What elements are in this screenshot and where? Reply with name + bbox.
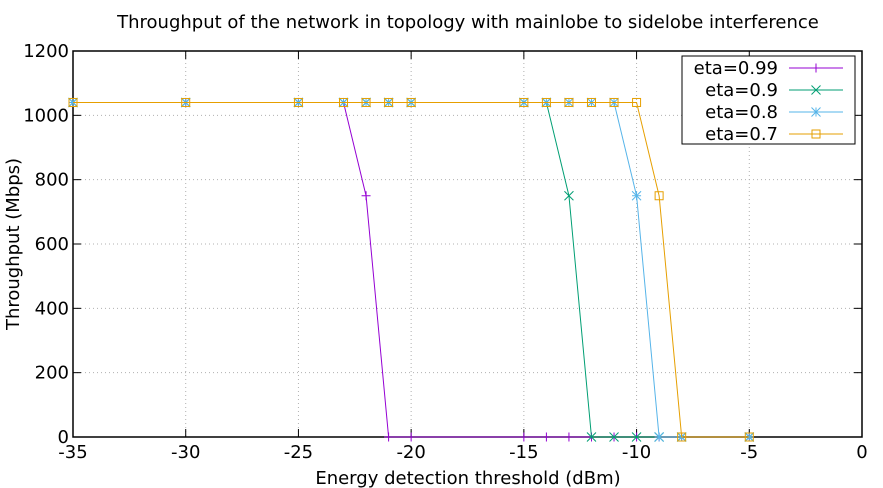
legend-marker [811,129,821,139]
series-0 [68,97,754,442]
data-point [609,97,619,107]
data-point [632,97,642,107]
data-point [586,432,597,442]
y-tick-label: 200 [35,363,69,384]
x-tick-label: -15 [509,442,538,463]
x-tick-label: -10 [622,442,651,463]
y-tick-label: 1000 [23,105,69,126]
series-line [73,101,750,438]
data-point [361,191,371,201]
legend-box [681,55,856,145]
data-point [293,97,303,107]
legend-label: eta=0.99 [694,58,778,79]
data-point [519,432,529,442]
legend-entry-3: eta=0.7 [705,124,843,145]
series-3 [68,97,754,442]
data-point [406,432,416,442]
y-axis-label: Throughput (Mbps) [3,158,24,331]
data-point [564,432,574,442]
legend-label: eta=0.8 [705,102,778,123]
y-tick-label: 400 [35,298,69,319]
data-point [654,191,664,201]
series-line [73,101,750,438]
data-point [564,97,574,107]
axis-ticks: 0 200 400 600 800 1000 1200 -35 -30 -25 -20 -15 -10 -… [23,41,868,463]
data-point [361,97,371,107]
series-1 [68,97,755,442]
legend-label: eta=0.9 [705,80,778,101]
data-point [586,97,596,107]
x-tick-label: -20 [396,442,425,463]
data-point [541,432,551,442]
data-point [654,432,664,442]
x-tick-label: -30 [171,442,200,463]
legend-label: eta=0.7 [705,124,778,145]
legend-marker [811,63,821,73]
data-point [564,190,574,201]
chart-title: Throughput of the network in topology wi… [116,12,819,33]
data-point [631,432,642,442]
data-point [631,190,642,201]
data-point [744,432,754,442]
x-tick-label: 0 [856,442,867,463]
y-tick-label: 600 [35,234,69,255]
y-tick-label: 0 [58,427,69,448]
data-point [68,97,78,107]
x-tick-label: -5 [740,442,758,463]
legend-entry-0: eta=0.99 [694,58,843,79]
data-point [677,432,687,442]
data-point [541,97,551,107]
x-tick-label: -35 [58,442,87,463]
legend-marker [811,85,821,95]
data-point [339,97,349,107]
data-point [519,97,529,107]
series-group [68,97,755,442]
series-2 [68,97,755,442]
data-point [384,97,394,107]
y-tick-label: 800 [35,170,69,191]
legend-entry-1: eta=0.9 [705,80,843,101]
data-point [609,432,619,442]
legend-entry-2: eta=0.8 [705,102,843,123]
x-tick-label: -25 [284,442,313,463]
y-tick-label: 1200 [23,41,69,62]
x-axis-label: Energy detection threshold (dBm) [315,468,620,488]
data-point [384,432,394,442]
data-point [406,97,416,107]
data-point [181,97,191,107]
series-line [73,101,750,438]
series-line [73,101,750,438]
legend-marker [811,107,821,117]
